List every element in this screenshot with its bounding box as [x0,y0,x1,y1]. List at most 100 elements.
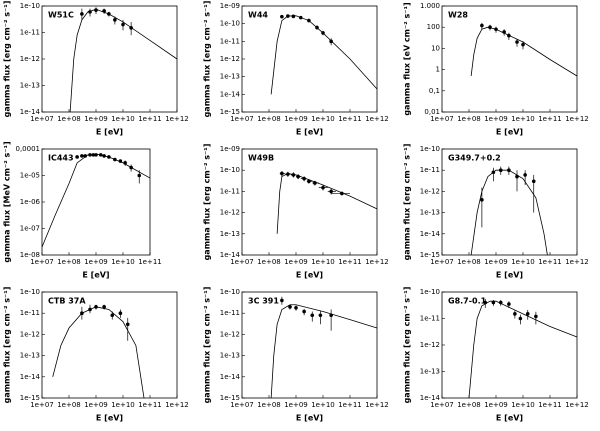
x-tick-label: 1e+10 [511,401,535,409]
data-point [75,155,79,159]
y-tick-label: 1e-15 [220,108,240,116]
y-tick-label: 1e-10 [420,288,440,296]
y-tick-label: 1e-10 [20,2,40,10]
data-point [88,10,92,14]
y-tick-label: 1e-14 [420,230,441,238]
x-tick-label: 1e+12 [565,258,589,266]
data-point [280,298,284,303]
y-tick-label: 1e-12 [220,209,240,217]
data-point [286,14,290,18]
data-point [137,173,142,178]
data-point [518,316,523,321]
y-axis-label: gamma flux [erg cm⁻² s⁻¹] [203,144,212,261]
data-point [534,314,538,319]
plot-frame [441,148,578,256]
x-tick-label: 1e+08 [457,401,481,409]
y-axis-label: gamma flux [erg cm⁻² s⁻¹] [403,144,412,261]
plot-frame [441,5,578,113]
y-tick-label: 1e-12 [220,55,240,63]
panel-title: G349.7+0.2 [448,154,501,163]
model-curve [470,26,578,77]
x-tick-label: 1e+07 [230,115,254,123]
x-axis-label: E [eV] [296,414,323,423]
plot-frame [241,291,378,399]
data-point [107,155,111,159]
y-tick-label: 1e-11 [220,309,240,317]
y-tick-label: 1e-11 [20,309,40,317]
x-tick-label: 1e+09 [484,258,508,266]
y-tick-label: 1e-05 [20,172,40,180]
y-axis-label: gamma flux [erg cm⁻² s⁻¹] [203,287,212,404]
data-point [88,307,92,312]
data-point [483,300,488,305]
y-tick-label: 1e-15 [220,394,240,402]
model-curve [52,306,145,399]
x-tick-label: 1e+08 [257,401,281,409]
x-tick-label: 1e+11 [138,258,162,266]
x-tick-label: 1e+10 [311,401,335,409]
x-axis-label: E [eV] [82,271,109,280]
x-axis-label: E [eV] [496,271,523,280]
x-axis-label: E [eV] [96,414,123,423]
y-tick-label: 1e-12 [420,341,440,349]
y-tick-label: 1e-07 [20,225,40,233]
data-point [98,153,103,157]
y-tick-label: 1e-10 [220,288,240,296]
x-tick-label: 1e+11 [538,115,562,123]
data-point [498,168,503,172]
model-curve [468,300,578,399]
x-tick-label: 1e+11 [138,115,162,123]
x-tick-label: 1e+09 [84,401,108,409]
plot-frame [41,291,178,399]
y-tick-label: 1e-12 [20,330,40,338]
y-tick-label: 100 [427,23,440,31]
data-point [321,185,325,190]
data-point [310,313,315,318]
y-axis-label: gamma flux [erg cm⁻² s⁻¹] [203,1,212,118]
panel-title: W49B [248,154,274,163]
data-point [280,171,284,176]
data-point [521,42,525,47]
y-tick-label: 1e-06 [20,198,41,206]
x-tick-label: 1e+08 [257,258,281,266]
y-tick-label: 1e-15 [20,394,40,402]
data-point [110,313,115,318]
y-tick-label: 1e-10 [20,288,40,296]
data-point [113,18,117,22]
data-point [480,23,484,28]
y-tick-label: 0,01 [424,108,440,116]
y-tick-label: 1e-08 [20,251,40,259]
data-point [91,153,96,157]
x-tick-label: 1e+10 [311,258,335,266]
data-point [302,309,306,314]
y-axis-label: gamma flux [erg cm⁻² s⁻¹] [3,1,12,118]
data-point [307,18,311,23]
data-point [329,189,333,194]
y-tick-label: 1e-14 [220,251,241,259]
model-curve [270,304,378,399]
data-point [88,153,92,157]
x-tick-label: 1e+09 [284,258,308,266]
y-tick-label: 0,0001 [16,145,41,153]
x-tick-label: 1e+09 [484,401,508,409]
y-tick-label: 1e-13 [220,230,240,238]
x-tick-label: 1e+11 [338,115,362,123]
y-tick-label: 1e-10 [220,166,240,174]
model-curve [276,173,378,234]
y-tick-label: 1e-13 [220,73,240,81]
data-point [83,154,88,158]
data-point [525,312,530,316]
data-point [315,25,319,30]
plot-frame [241,148,378,256]
x-tick-label: 1e+10 [511,115,535,123]
data-point [291,173,296,177]
data-point [102,154,106,158]
data-point [80,12,84,16]
panel-title: G8.7-0.1 [448,297,487,306]
y-tick-label: 1.000 [420,2,440,10]
data-point [123,161,127,165]
x-axis-label: E [eV] [496,128,523,137]
model-curve [41,153,151,248]
y-tick-label: 1e-13 [20,82,40,90]
x-tick-label: 1e+11 [538,401,562,409]
